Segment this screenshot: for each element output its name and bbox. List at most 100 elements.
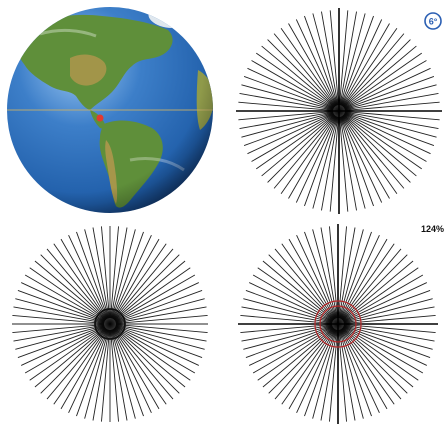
spoke-line — [245, 325, 333, 358]
spoke-line — [20, 326, 105, 366]
spoke-line — [344, 84, 437, 110]
center-hub — [94, 308, 126, 340]
spoke-line — [111, 329, 136, 419]
spoke-line — [343, 60, 427, 109]
spoke-line — [115, 324, 207, 342]
spoke-line — [252, 326, 334, 374]
spoke-line — [342, 327, 419, 381]
spoke-line — [84, 229, 109, 319]
spoke-line — [342, 326, 424, 374]
spoke-line — [343, 324, 436, 333]
spoke-line — [76, 231, 109, 319]
spoke-line — [114, 326, 196, 374]
spoke-line — [343, 325, 433, 350]
spoke-line — [343, 298, 433, 323]
spoke-line — [34, 260, 106, 321]
spoke-line — [243, 112, 334, 146]
spoke-line — [274, 328, 335, 400]
spoke-line — [340, 234, 380, 319]
spoke-line — [115, 325, 203, 358]
spoke-line — [280, 115, 336, 194]
spoke-line — [113, 328, 167, 405]
spoke-line — [329, 329, 338, 422]
spoke-line — [341, 328, 395, 405]
spoke-line — [312, 13, 338, 106]
spoke-line — [267, 39, 336, 108]
spoke-line — [338, 329, 356, 421]
spoke-line — [112, 238, 160, 320]
spoke-line — [312, 229, 337, 319]
spoke-line — [338, 226, 347, 319]
spoke-line — [114, 274, 196, 322]
spoke-line — [304, 231, 337, 319]
spoke-line — [13, 324, 105, 342]
spoke-line — [339, 329, 372, 417]
spoke-line — [296, 234, 336, 319]
spoke-line — [29, 267, 106, 321]
spoke-line — [20, 282, 105, 322]
spoke-line — [320, 329, 338, 421]
spoke-line — [329, 226, 338, 319]
spoke-line — [241, 84, 334, 110]
spoke-line — [304, 329, 337, 417]
spoke-line — [101, 329, 110, 422]
spoke-line — [295, 116, 337, 203]
spoke-line — [111, 229, 136, 319]
spoke-line — [341, 254, 408, 321]
spoke-line — [112, 234, 152, 319]
spoke-line — [110, 227, 128, 319]
spoke-line — [342, 274, 424, 322]
spoke-line — [343, 52, 422, 108]
spoke-line — [312, 329, 337, 419]
spoke-line — [340, 238, 388, 320]
spoke-line — [92, 329, 110, 421]
spoke-line — [321, 116, 339, 211]
spoke-line — [341, 23, 390, 107]
spoke-line — [115, 306, 207, 324]
spoke-line — [340, 328, 388, 410]
spoke-line — [113, 254, 180, 321]
spoke-line — [243, 325, 333, 350]
spoke-line — [76, 329, 109, 417]
spoke-line — [111, 329, 144, 417]
spoke-line — [342, 28, 398, 107]
spoke-line — [339, 329, 364, 419]
spoke-line — [245, 290, 333, 323]
zoom-label: 124% — [421, 224, 444, 234]
focus-circle — [94, 308, 126, 340]
spoke-line — [251, 60, 335, 109]
spoke-line — [101, 226, 110, 319]
spoke-line — [53, 243, 107, 320]
spoke-line — [261, 45, 335, 108]
spoke-line — [17, 290, 105, 323]
spoke-line — [113, 327, 180, 394]
spoke-line — [40, 254, 107, 321]
spoke-line — [342, 260, 414, 321]
spoke-line — [339, 11, 357, 106]
spoke-line — [338, 227, 356, 319]
spoke-line — [24, 274, 106, 322]
spoke-line — [268, 327, 335, 394]
spoke-line — [342, 33, 405, 107]
spoke-line — [114, 327, 191, 381]
spoke-line — [60, 238, 108, 320]
spoke-line — [239, 111, 334, 129]
spoke-line — [238, 111, 334, 121]
spoke-line — [113, 243, 167, 320]
focus-circle-inner — [319, 305, 357, 343]
spoke-line — [343, 306, 435, 324]
spoke-line — [12, 315, 105, 324]
spoke-line — [17, 325, 105, 358]
spoke-line — [343, 114, 422, 170]
spoke-line — [312, 116, 338, 209]
spoke-line — [341, 19, 383, 106]
spoke-line — [248, 282, 333, 322]
spoke-line — [248, 326, 333, 366]
spoke-line — [262, 260, 334, 321]
spoke-line — [341, 248, 402, 320]
spoke-line — [342, 39, 411, 108]
degree-badge: 6° — [424, 12, 442, 30]
spoke-line — [340, 15, 374, 106]
spoke-line — [84, 329, 109, 419]
